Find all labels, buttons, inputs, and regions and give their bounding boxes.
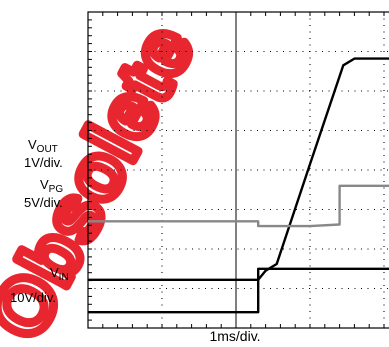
plot-frame [87,11,389,329]
grid [87,11,389,329]
x-scale-label: 1ms/div. [209,328,261,344]
trace-vout [88,57,389,281]
trace-vin [88,267,389,314]
trace-vpg [88,184,389,228]
vout-label: VOUT [28,137,58,155]
vpg-scale: 5V/div. [24,195,63,210]
vin-label: VIN [50,265,69,283]
vpg-label: VPG [40,177,64,195]
vout-scale: 1V/div. [24,155,63,170]
traces [88,57,389,314]
vin-scale: 10V/div. [10,290,57,305]
